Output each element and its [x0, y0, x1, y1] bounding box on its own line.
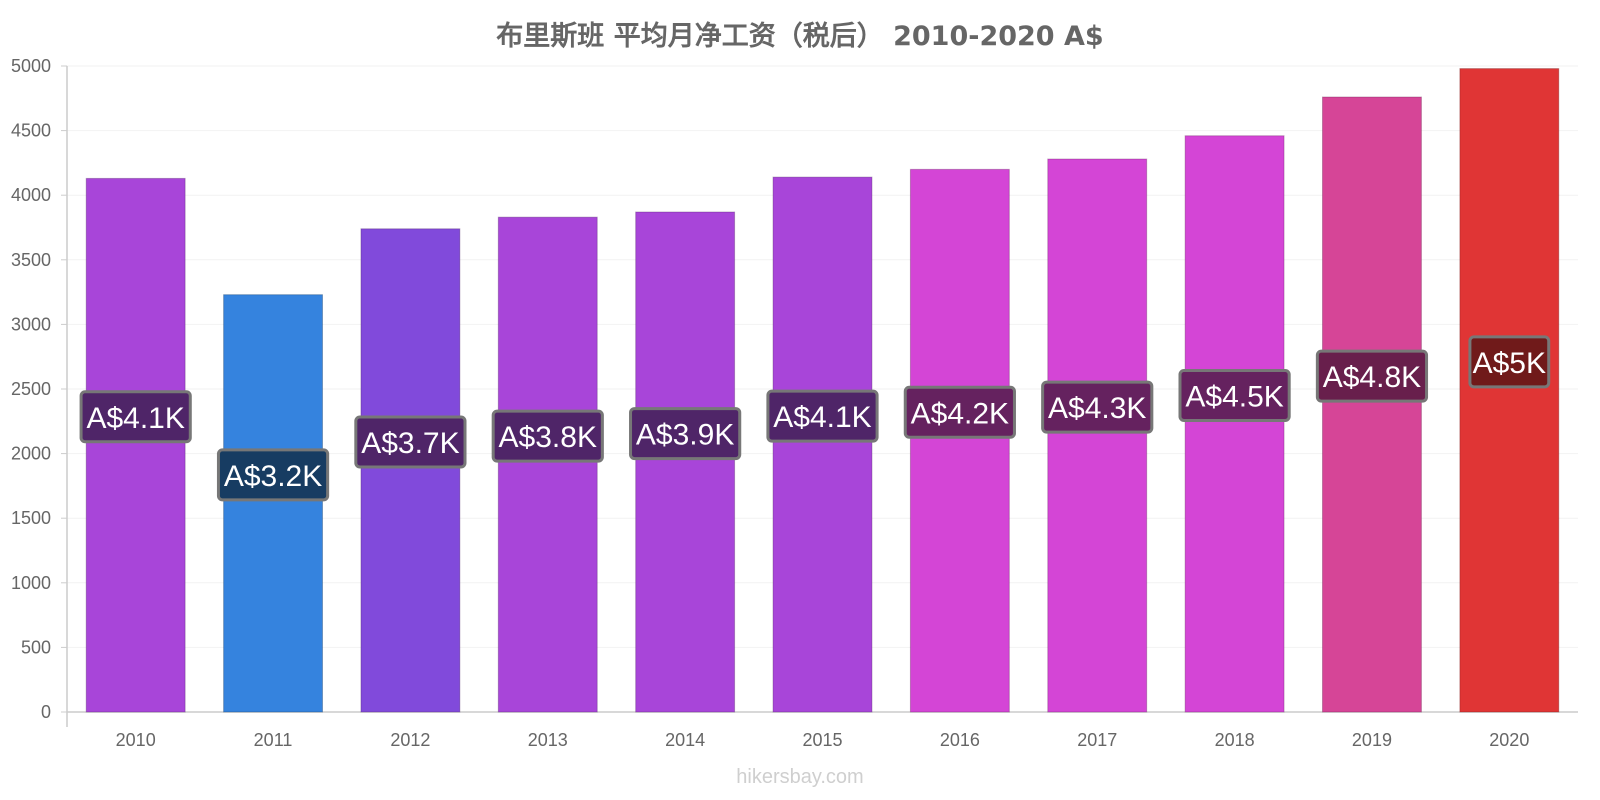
y-tick-label: 0: [41, 702, 51, 722]
data-label: A$3.2K: [224, 460, 322, 493]
y-tick-label: 2000: [11, 444, 51, 464]
data-label-box: [1315, 349, 1429, 403]
bar: [360, 228, 461, 713]
bar: [1322, 96, 1422, 713]
data-label-box: [216, 448, 330, 502]
y-tick-label: 1500: [11, 508, 51, 528]
data-label: A$4.1K: [773, 401, 871, 434]
y-tick-label: 4500: [11, 121, 51, 141]
chart-title: 布里斯班 平均月净工资（税后） 2010-2020 A$: [496, 21, 1104, 52]
data-label: A$4.2K: [911, 397, 1009, 430]
data-label: A$3.7K: [361, 427, 459, 460]
data-label-box: [629, 407, 742, 461]
x-tick-label: 2016: [940, 730, 980, 750]
data-label-box: [1178, 368, 1291, 422]
data-label: A$4.1K: [86, 402, 184, 435]
x-tick-label: 2017: [1077, 730, 1117, 750]
y-tick-label: 4000: [11, 185, 51, 205]
y-tick-label: 3500: [11, 250, 51, 270]
y-tick-label: 500: [21, 637, 51, 657]
bar: [1184, 135, 1285, 713]
bar: [85, 177, 186, 713]
data-label: A$3.8K: [499, 421, 597, 454]
data-label: A$4.5K: [1185, 380, 1283, 413]
x-tick-label: 2019: [1352, 730, 1392, 750]
bar: [772, 176, 873, 713]
bar: [497, 216, 598, 713]
x-tick-label: 2015: [802, 730, 842, 750]
x-tick-label: 2012: [390, 730, 430, 750]
data-label-box: [491, 409, 604, 463]
y-tick-label: 1000: [11, 573, 51, 593]
bar: [1047, 158, 1148, 713]
data-label-box: [903, 385, 1016, 439]
data-label: A$3.9K: [636, 419, 734, 452]
y-tick-label: 2500: [11, 379, 51, 399]
x-tick-label: 2018: [1215, 730, 1255, 750]
y-tick-label: 5000: [11, 56, 51, 76]
data-label-box: [1041, 380, 1154, 434]
x-tick-label: 2013: [528, 730, 568, 750]
data-label-box: [354, 415, 467, 469]
data-label: A$5K: [1473, 347, 1546, 380]
bar: [635, 211, 736, 713]
x-tick-label: 2011: [254, 730, 293, 750]
data-label: A$4.8K: [1323, 361, 1421, 394]
bar: [223, 294, 323, 713]
y-tick-label: 3000: [11, 314, 51, 334]
data-label-box: [79, 390, 192, 444]
watermark: hikersbay.com: [736, 766, 864, 788]
data-label-box: [766, 389, 879, 443]
bar: [1459, 68, 1560, 713]
x-tick-label: 2020: [1489, 730, 1529, 750]
x-tick-label: 2014: [665, 730, 705, 750]
data-label: A$4.3K: [1048, 392, 1146, 425]
bar: [909, 168, 1010, 713]
data-label-box: [1468, 335, 1551, 389]
x-tick-label: 2010: [116, 730, 156, 750]
